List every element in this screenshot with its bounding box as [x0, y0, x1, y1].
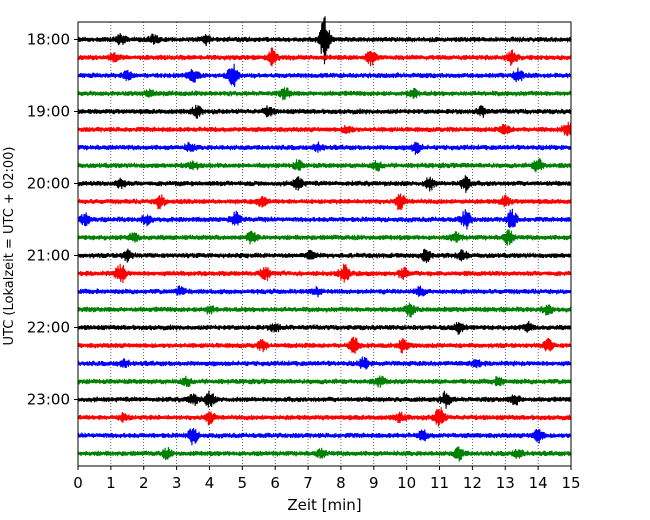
seismogram-trace: [77, 63, 572, 87]
x-tick-label: 13: [496, 474, 515, 492]
y-tick-label: 20:00: [27, 175, 70, 193]
plot-frame: [77, 21, 572, 467]
y-tick-label: 23:00: [27, 391, 70, 409]
seismogram-trace: [77, 336, 572, 354]
seismogram-trace: [77, 229, 572, 246]
seismogram-trace: [77, 193, 572, 211]
x-tick-label: 0: [73, 474, 83, 492]
y-axis-ticks: 18:00 19:00 20:00 21:00 22:00 23:00: [27, 31, 78, 409]
seismogram-trace: [77, 104, 572, 119]
seismogram-trace: [77, 208, 572, 230]
x-tick-label: 6: [270, 474, 280, 492]
x-tick-label: 15: [561, 474, 580, 492]
x-tick-label: 1: [106, 474, 116, 492]
seismogram-trace: [77, 356, 572, 370]
seismogram-trace: [77, 285, 572, 298]
x-tick-label: 3: [172, 474, 182, 492]
x-tick-label: 8: [336, 474, 346, 492]
seismogram-trace: [77, 47, 572, 67]
x-tick-label: 7: [303, 474, 313, 492]
seismogram-traces: [77, 16, 572, 462]
y-tick-label: 21:00: [27, 247, 70, 265]
seismogram-trace: [77, 141, 572, 155]
y-tick-label: 22:00: [27, 319, 70, 337]
seismogram-trace: [77, 390, 572, 409]
y-axis-label: UTC (Lokalzeit = UTC + 02:00): [2, 147, 17, 346]
x-tick-label: 2: [139, 474, 149, 492]
y-tick-label: 18:00: [27, 31, 70, 49]
x-tick-label: 5: [238, 474, 248, 492]
seismogram-trace: [77, 87, 572, 101]
seismogram-trace: [77, 407, 572, 427]
seismogram-trace: [77, 175, 572, 193]
plot-background: [78, 22, 571, 466]
seismogram-trace: [77, 157, 572, 173]
seismogram-trace: [77, 446, 572, 462]
y-tick-label: 19:00: [27, 103, 70, 121]
x-tick-label: 9: [369, 474, 379, 492]
x-tick-label: 14: [529, 474, 548, 492]
seismogram-trace: [77, 302, 572, 318]
seismogram-trace: [77, 320, 572, 335]
seismogram-trace: [77, 16, 572, 65]
seismogram-trace: [77, 248, 572, 264]
x-tick-label: 4: [205, 474, 215, 492]
seismogram-trace: [77, 121, 572, 137]
seismogram-trace: [77, 263, 572, 284]
x-tick-label: 11: [430, 474, 449, 492]
x-axis-label: Zeit [min]: [287, 496, 361, 514]
x-tick-label: 10: [397, 474, 416, 492]
x-tick-label: 12: [463, 474, 482, 492]
seismogram-trace: [77, 375, 572, 388]
seismogram-trace: [77, 428, 572, 446]
x-axis-ticks: 0 1 2 3 4 5 6 7 8 9 10 11 12 13 14 15: [73, 466, 581, 492]
